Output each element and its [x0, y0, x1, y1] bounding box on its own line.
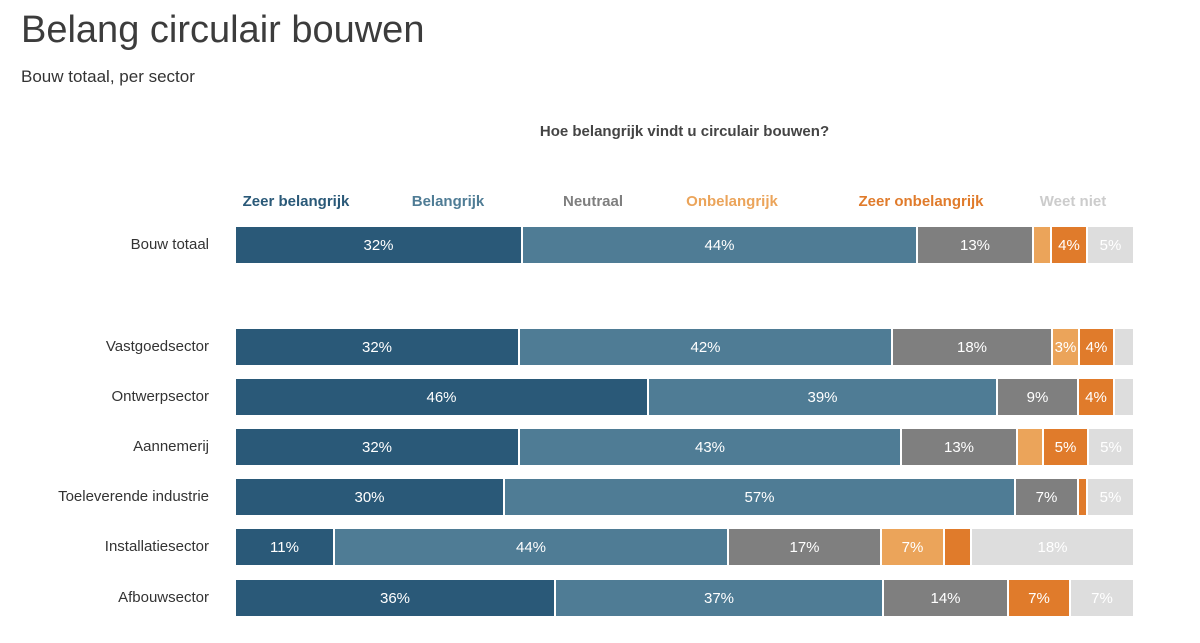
bar-segment: 14% — [884, 580, 1009, 616]
chart-question: Hoe belangrijk vindt u circulair bouwen? — [539, 123, 830, 140]
data-label: 4% — [1085, 338, 1108, 356]
data-label: 13% — [943, 438, 975, 456]
bar-segment: 7% — [1016, 479, 1079, 515]
data-label: 36% — [379, 589, 411, 607]
category-label: Vastgoedsector — [105, 338, 209, 355]
data-label: 7% — [1091, 589, 1113, 607]
bar-segment — [1115, 329, 1133, 365]
data-label: 7% — [1028, 589, 1050, 607]
legend-item-onbelangrijk: Onbelangrijk — [686, 193, 778, 210]
bar-segment: 7% — [1071, 580, 1133, 616]
bar-row: 30% 57% 7% 5% — [236, 479, 1133, 515]
data-label: 30% — [354, 488, 385, 506]
category-label: Installatiesector — [104, 538, 209, 555]
bar-segment — [1034, 227, 1052, 263]
bar-segment — [1115, 379, 1133, 415]
legend-item-weet-niet: Weet niet — [1039, 193, 1107, 210]
data-label: 5% — [1099, 236, 1122, 254]
bar-segment: 5% — [1088, 479, 1133, 515]
bar-row: 32% 43% 13% 5% 5% — [236, 429, 1133, 465]
bar-segment: 4% — [1052, 227, 1088, 263]
category-label: Aannemerij — [133, 438, 209, 455]
bar-row: 46% 39% 9% 4% — [236, 379, 1133, 415]
data-label: 14% — [930, 589, 961, 607]
chart-subtitle: Bouw totaal, per sector — [21, 67, 195, 86]
bar-segment: 46% — [236, 379, 649, 415]
bar-segment: 32% — [236, 429, 520, 465]
bar-segment: 32% — [236, 329, 520, 365]
category-label: Afbouwsector — [118, 589, 209, 606]
bar-segment: 13% — [902, 429, 1018, 465]
bar-segment: 18% — [972, 529, 1133, 565]
bar-segment: 43% — [520, 429, 902, 465]
bar-segment: 44% — [523, 227, 918, 263]
data-label: 11% — [270, 538, 299, 556]
data-label: 3% — [1054, 338, 1077, 356]
bar-segment: 4% — [1080, 329, 1115, 365]
data-label: 44% — [704, 236, 735, 254]
bar-row: 32% 42% 18% 3% 4% — [236, 329, 1133, 365]
data-label: 57% — [744, 488, 775, 506]
bar-segment: 5% — [1089, 429, 1133, 465]
bar-segment: 5% — [1088, 227, 1133, 263]
bar-segment: 13% — [918, 227, 1034, 263]
bar-segment: 7% — [1009, 580, 1071, 616]
data-label: 5% — [1100, 438, 1122, 456]
data-label: 17% — [789, 538, 820, 556]
data-label: 39% — [807, 388, 838, 406]
data-label: 42% — [690, 338, 721, 356]
data-label: 13% — [959, 236, 991, 254]
data-label: 4% — [1058, 236, 1080, 254]
data-label: 7% — [1035, 488, 1058, 506]
data-label: 5% — [1054, 438, 1077, 456]
bar-row: 32% 44% 13% 4% 5% — [236, 227, 1133, 263]
bar-segment: 9% — [998, 379, 1079, 415]
bar-segment: 39% — [649, 379, 998, 415]
data-label: 32% — [361, 438, 393, 456]
data-label: 7% — [901, 538, 924, 556]
data-label: 32% — [363, 236, 394, 254]
data-label: 18% — [956, 338, 988, 356]
data-label: 44% — [515, 538, 547, 556]
bar-segment: 44% — [335, 529, 729, 565]
chart-title: Belang circulair bouwen — [21, 9, 425, 51]
bar-segment: 36% — [236, 580, 556, 616]
category-label: Toeleverende industrie — [58, 488, 209, 505]
legend-item-zeer-belangrijk: Zeer belangrijk — [242, 193, 350, 210]
bar-segment — [1079, 479, 1088, 515]
data-label: 18% — [1037, 538, 1068, 556]
bar-segment: 3% — [1053, 329, 1080, 365]
bar-segment: 11% — [236, 529, 335, 565]
bar-segment: 17% — [729, 529, 882, 565]
legend-item-zeer-onbelangrijk: Zeer onbelangrijk — [858, 193, 984, 210]
data-label: 46% — [426, 388, 457, 406]
data-label: 9% — [1026, 388, 1049, 406]
bar-segment: 30% — [236, 479, 505, 515]
data-label: 43% — [694, 438, 726, 456]
bar-segment: 32% — [236, 227, 523, 263]
data-label: 5% — [1099, 488, 1122, 506]
bar-segment: 5% — [1044, 429, 1089, 465]
bar-segment — [1018, 429, 1044, 465]
bar-segment: 57% — [505, 479, 1016, 515]
bar-segment: 37% — [556, 580, 884, 616]
bar-segment: 7% — [882, 529, 945, 565]
legend-item-neutraal: Neutraal — [562, 193, 624, 210]
data-label: 32% — [361, 338, 393, 356]
legend-item-belangrijk: Belangrijk — [411, 193, 485, 210]
category-label: Bouw totaal — [130, 236, 209, 253]
bar-segment — [945, 529, 972, 565]
bar-row: 36% 37% 14% 7% 7% — [236, 580, 1133, 616]
bar-row: 11% 44% 17% 7% 18% — [236, 529, 1133, 565]
data-label: 4% — [1085, 388, 1107, 406]
bar-segment: 18% — [893, 329, 1053, 365]
bar-segment: 42% — [520, 329, 893, 365]
bar-segment: 4% — [1079, 379, 1115, 415]
data-label: 37% — [703, 589, 735, 607]
category-label: Ontwerpsector — [111, 388, 209, 405]
